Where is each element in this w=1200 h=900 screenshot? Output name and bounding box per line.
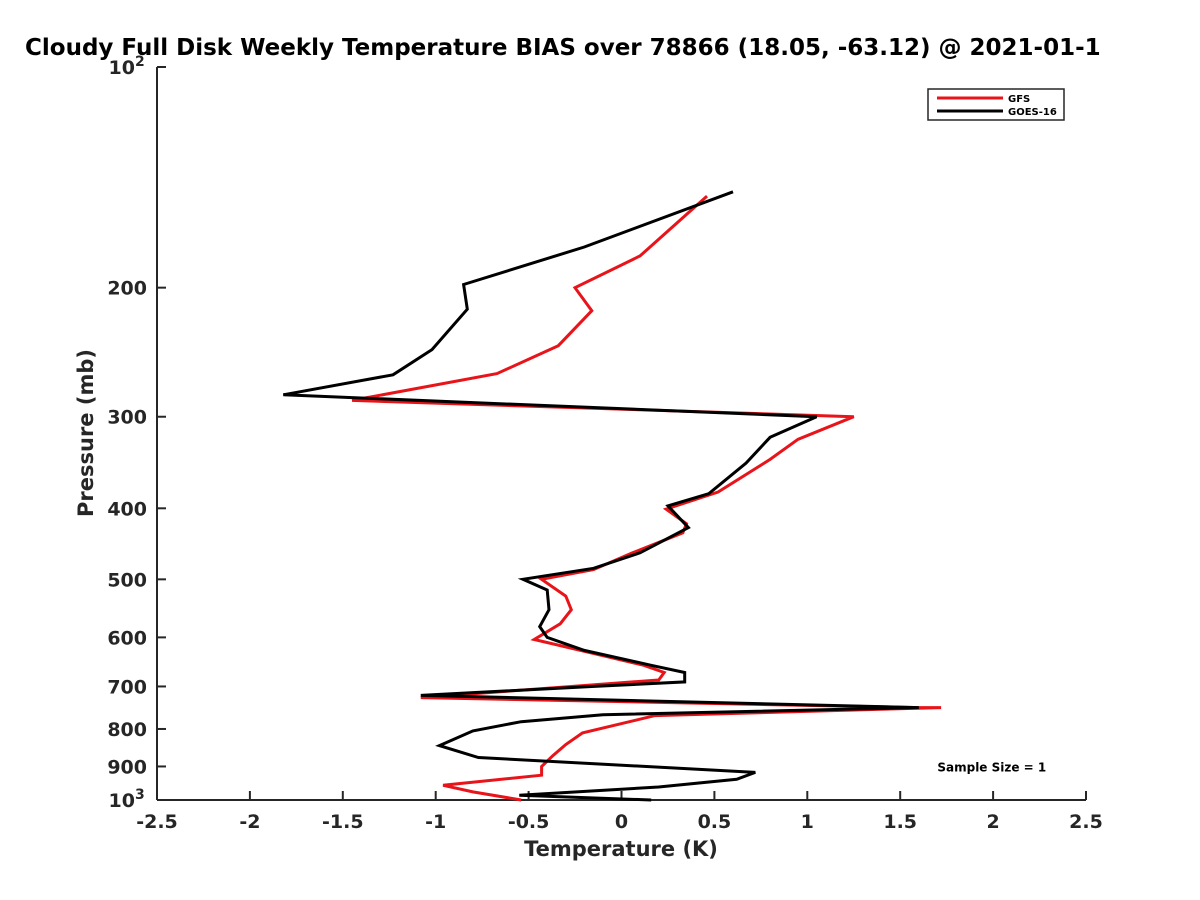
y-tick-exponent: 3 — [135, 787, 145, 803]
y-tick-label: 10 — [109, 57, 135, 79]
y-tick-label: 800 — [107, 719, 147, 741]
sample-size-annotation: Sample Size = 1 — [937, 760, 1046, 774]
x-tick-label: 1.5 — [883, 811, 917, 833]
x-tick-label: -2 — [239, 811, 260, 833]
x-tick-label: -1 — [425, 811, 446, 833]
x-tick-label: -1.5 — [322, 811, 364, 833]
x-axis-ticks: -2.5 -2 -1.5 -1 -0.5 0 0.5 1 1.5 2 2.5 — [136, 791, 1103, 833]
y-tick-label: 600 — [107, 627, 147, 649]
x-tick-label: 2.5 — [1069, 811, 1103, 833]
legend: GFS GOES-16 — [927, 88, 1065, 121]
series-line-goes16 — [283, 190, 919, 802]
x-tick-label: 2 — [986, 811, 999, 833]
y-tick-label: 200 — [107, 278, 147, 300]
y-tick-label: 300 — [107, 407, 147, 429]
x-tick-label: 1 — [801, 811, 814, 833]
legend-label-gfs: GFS — [1008, 94, 1030, 105]
x-tick-label: 0 — [615, 811, 628, 833]
plot-axes — [156, 67, 1086, 801]
y-tick-label: 400 — [107, 498, 147, 520]
legend-box — [927, 88, 1065, 121]
x-tick-label: 0.5 — [698, 811, 732, 833]
x-tick-label: -0.5 — [508, 811, 550, 833]
series-line-gfs — [351, 194, 942, 802]
y-axis-label: Pressure (mb) — [74, 349, 98, 517]
legend-label-goes16: GOES-16 — [1008, 107, 1057, 118]
y-tick-label: 10 — [109, 790, 135, 812]
series-group — [283, 190, 942, 802]
x-axis-label: Temperature (K) — [524, 837, 718, 861]
chart-title: Cloudy Full Disk Weekly Temperature BIAS… — [25, 35, 1101, 61]
y-tick-label: 700 — [107, 676, 147, 698]
y-tick-exponent: 2 — [135, 54, 145, 70]
y-tick-label: 500 — [107, 569, 147, 591]
y-tick-label: 900 — [107, 756, 147, 778]
x-tick-label: -2.5 — [136, 811, 178, 833]
